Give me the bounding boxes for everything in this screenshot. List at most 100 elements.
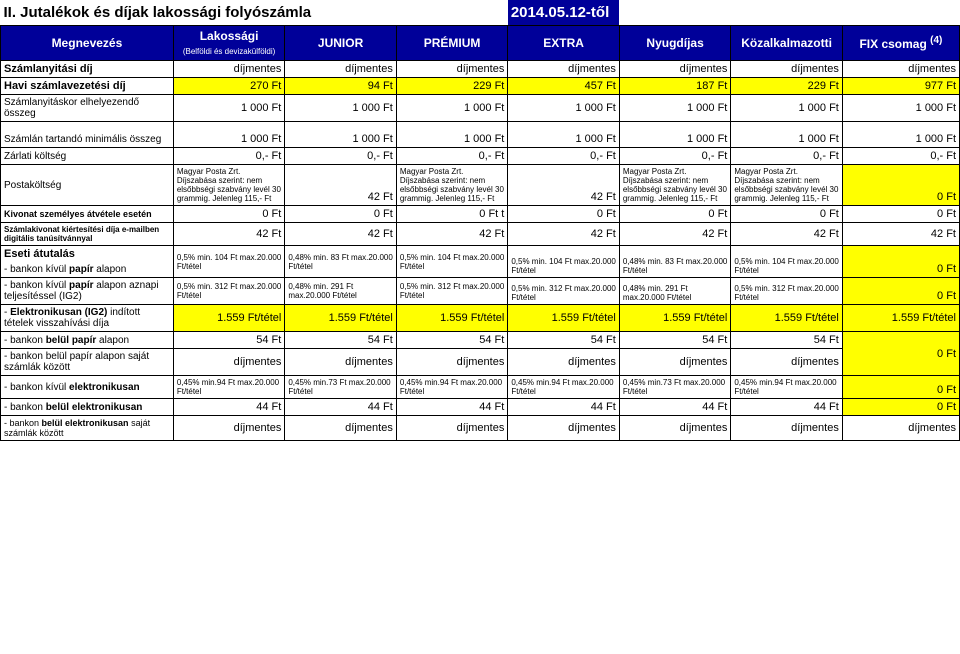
cell: 42 Ft bbox=[619, 223, 731, 246]
label: - bankon kívül elektronikusan bbox=[1, 376, 174, 399]
header-lakossagi-label: Lakossági bbox=[200, 29, 259, 43]
cell: 977 Ft bbox=[842, 78, 959, 95]
cell: díjmentes bbox=[842, 61, 959, 78]
cell: 0,- Ft bbox=[619, 148, 731, 165]
cell: 42 Ft bbox=[173, 223, 285, 246]
cell: 0 Ft bbox=[842, 376, 959, 399]
cell: 0,48% min. 83 Ft max.20.000 Ft/tétel bbox=[619, 246, 731, 278]
cell: 0,45% min.94 Ft max.20.000 Ft/tétel bbox=[173, 376, 285, 399]
header-lakossagi: Lakossági (Belföldi és devizakülföldi) bbox=[173, 26, 285, 61]
header-nyugdijas: Nyugdíjas bbox=[619, 26, 731, 61]
header-fix-label: FIX csomag bbox=[859, 37, 926, 51]
row-eseti-header: Eseti átutalás 0,5% min. 104 Ft max.20.0… bbox=[1, 246, 960, 263]
cell: díjmentes bbox=[508, 61, 620, 78]
cell: 94 Ft bbox=[285, 78, 397, 95]
cell: 1.559 Ft/tétel bbox=[731, 305, 843, 332]
label: - bankon belül elektronikusan bbox=[1, 399, 174, 416]
cell: 44 Ft bbox=[508, 399, 620, 416]
row-bankon-belul-papir: - bankon belül papír alapon 54 Ft 54 Ft … bbox=[1, 332, 960, 349]
cell: 1 000 Ft bbox=[173, 122, 285, 148]
cell: 0,- Ft bbox=[842, 148, 959, 165]
cell: Magyar Posta Zrt. Díjszabása szerint: ne… bbox=[396, 165, 508, 206]
cell: 42 Ft bbox=[396, 223, 508, 246]
cell: 0 Ft bbox=[619, 206, 731, 223]
header-kozalkalmazotti: Közalkalmazotti bbox=[731, 26, 843, 61]
cell: 1 000 Ft bbox=[619, 95, 731, 122]
cell: díjmentes bbox=[508, 416, 620, 441]
cell: 1 000 Ft bbox=[396, 122, 508, 148]
header-fixcsomag: FIX csomag (4) bbox=[842, 26, 959, 61]
label: Kivonat személyes átvétele esetén bbox=[1, 206, 174, 223]
cell: 0,5% min. 312 Ft max.20.000 Ft/tétel bbox=[173, 278, 285, 305]
cell: 54 Ft bbox=[396, 332, 508, 349]
cell: 0 Ft bbox=[508, 206, 620, 223]
cell: 0,5% min. 104 Ft max.20.000 Ft/tétel bbox=[396, 246, 508, 278]
cell: 1.559 Ft/tétel bbox=[173, 305, 285, 332]
row-kivonat-szemelyes: Kivonat személyes átvétele esetén 0 Ft 0… bbox=[1, 206, 960, 223]
cell: 0,45% min.94 Ft max.20.000 Ft/tétel bbox=[396, 376, 508, 399]
cell: díjmentes bbox=[619, 349, 731, 376]
cell: 1.559 Ft/tétel bbox=[285, 305, 397, 332]
header-megnevezes: Megnevezés bbox=[1, 26, 174, 61]
cell: 0,48% min. 83 Ft max.20.000 Ft/tétel bbox=[285, 246, 397, 278]
row-elhelyezendo: Számlanyitáskor elhelyezendő összeg 1 00… bbox=[1, 95, 960, 122]
cell: díjmentes bbox=[731, 416, 843, 441]
cell: Magyar Posta Zrt. Díjszabása szerint: ne… bbox=[731, 165, 843, 206]
label: - Elektronikusan (IG2) indított tételek … bbox=[1, 305, 174, 332]
cell: 0,45% min.73 Ft max.20.000 Ft/tétel bbox=[619, 376, 731, 399]
cell: 54 Ft bbox=[173, 332, 285, 349]
cell: 44 Ft bbox=[285, 399, 397, 416]
label: Havi számlavezetési díj bbox=[1, 78, 174, 95]
cell: 1 000 Ft bbox=[508, 122, 620, 148]
row-zarlati: Zárlati költség 0,- Ft 0,- Ft 0,- Ft 0,-… bbox=[1, 148, 960, 165]
cell: 1 000 Ft bbox=[842, 95, 959, 122]
cell: díjmentes bbox=[173, 61, 285, 78]
row-bankon-kivul-elektronikusan: - bankon kívül elektronikusan 0,45% min.… bbox=[1, 376, 960, 399]
cell: díjmentes bbox=[619, 61, 731, 78]
row-bankon-kivul-papir-aznapi: - bankon kívül papír alapon aznapi telje… bbox=[1, 278, 960, 305]
cell: Magyar Posta Zrt. Díjszabása szerint: ne… bbox=[173, 165, 285, 206]
cell: díjmentes bbox=[619, 416, 731, 441]
cell: 42 Ft bbox=[285, 165, 397, 206]
row-minimalis: Számlán tartandó minimális összeg 1 000 … bbox=[1, 122, 960, 148]
cell: 0 Ft bbox=[842, 278, 959, 305]
cell: 1 000 Ft bbox=[173, 95, 285, 122]
row-bankon-belul-elektronikusan: - bankon belül elektronikusan 44 Ft 44 F… bbox=[1, 399, 960, 416]
label: Számlanyitási díj bbox=[1, 61, 174, 78]
header-premium: PRÉMIUM bbox=[396, 26, 508, 61]
row-bankon-belul-papir-sajat: - bankon belül papír alapon saját számlá… bbox=[1, 349, 960, 376]
cell: díjmentes bbox=[285, 416, 397, 441]
header-row: Megnevezés Lakossági (Belföldi és deviza… bbox=[1, 26, 960, 61]
cell: 1.559 Ft/tétel bbox=[619, 305, 731, 332]
label: - bankon kívül papír alapon aznapi telje… bbox=[1, 278, 174, 305]
label: Zárlati költség bbox=[1, 148, 174, 165]
cell: 1 000 Ft bbox=[285, 95, 397, 122]
cell: 270 Ft bbox=[173, 78, 285, 95]
cell: 0 Ft bbox=[731, 206, 843, 223]
cell: 0 Ft bbox=[842, 246, 959, 278]
title-spacer bbox=[619, 0, 959, 26]
cell: 1.559 Ft/tétel bbox=[508, 305, 620, 332]
cell: díjmentes bbox=[731, 61, 843, 78]
cell: díjmentes bbox=[842, 416, 959, 441]
cell: 44 Ft bbox=[731, 399, 843, 416]
label: - bankon belül elektronikusan saját szám… bbox=[1, 416, 174, 441]
fee-table: II. Jutalékok és díjak lakossági folyósz… bbox=[0, 0, 960, 441]
cell: 42 Ft bbox=[285, 223, 397, 246]
cell: 0,48% min. 291 Ft max.20.000 Ft/tétel bbox=[619, 278, 731, 305]
cell: 0,- Ft bbox=[285, 148, 397, 165]
effective-date: 2014.05.12-től bbox=[508, 0, 620, 26]
cell: 42 Ft bbox=[508, 165, 620, 206]
cell: díjmentes bbox=[173, 349, 285, 376]
cell: 44 Ft bbox=[619, 399, 731, 416]
cell: 0 Ft bbox=[285, 206, 397, 223]
label: - bankon belül papír alapon bbox=[1, 332, 174, 349]
cell: 54 Ft bbox=[285, 332, 397, 349]
label: Számlanyitáskor elhelyezendő összeg bbox=[1, 95, 174, 122]
cell: díjmentes bbox=[508, 349, 620, 376]
cell: 0 Ft bbox=[842, 399, 959, 416]
cell: díjmentes bbox=[731, 349, 843, 376]
cell: 229 Ft bbox=[396, 78, 508, 95]
cell: 0,5% min. 312 Ft max.20.000 Ft/tétel bbox=[396, 278, 508, 305]
header-junior: JUNIOR bbox=[285, 26, 397, 61]
